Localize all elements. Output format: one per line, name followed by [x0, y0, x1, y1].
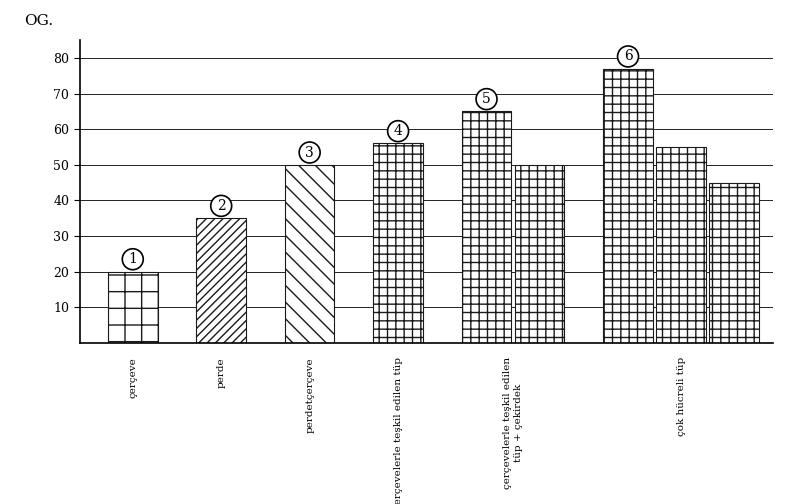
Text: çok hücreli tüp: çok hücreli tüp [677, 357, 685, 436]
Text: 3: 3 [305, 146, 314, 159]
Text: OG.: OG. [24, 14, 53, 28]
Text: 2: 2 [217, 199, 226, 213]
Text: perde: perde [217, 357, 226, 388]
Bar [461, 111, 512, 343]
Text: perdetçerçeve: perdetçerçeve [305, 357, 314, 432]
Bar [285, 165, 335, 343]
Text: çerçevelerle teşkil edilen tüp: çerçevelerle teşkil edilen tüp [394, 357, 402, 504]
Text: çerçeve: çerçeve [128, 357, 137, 398]
Text: 1: 1 [128, 252, 137, 266]
Bar [373, 144, 423, 343]
Bar [657, 147, 706, 343]
Bar [603, 69, 653, 343]
Text: 5: 5 [482, 92, 491, 106]
Text: 4: 4 [394, 124, 402, 138]
Bar [709, 182, 759, 343]
Bar [108, 272, 158, 343]
Text: 6: 6 [624, 49, 632, 64]
Bar [196, 218, 246, 343]
Text: çerçevelerle teşkil edilen
tüp + çekirdek: çerçevelerle teşkil edilen tüp + çekirde… [504, 357, 523, 489]
Bar [515, 165, 564, 343]
